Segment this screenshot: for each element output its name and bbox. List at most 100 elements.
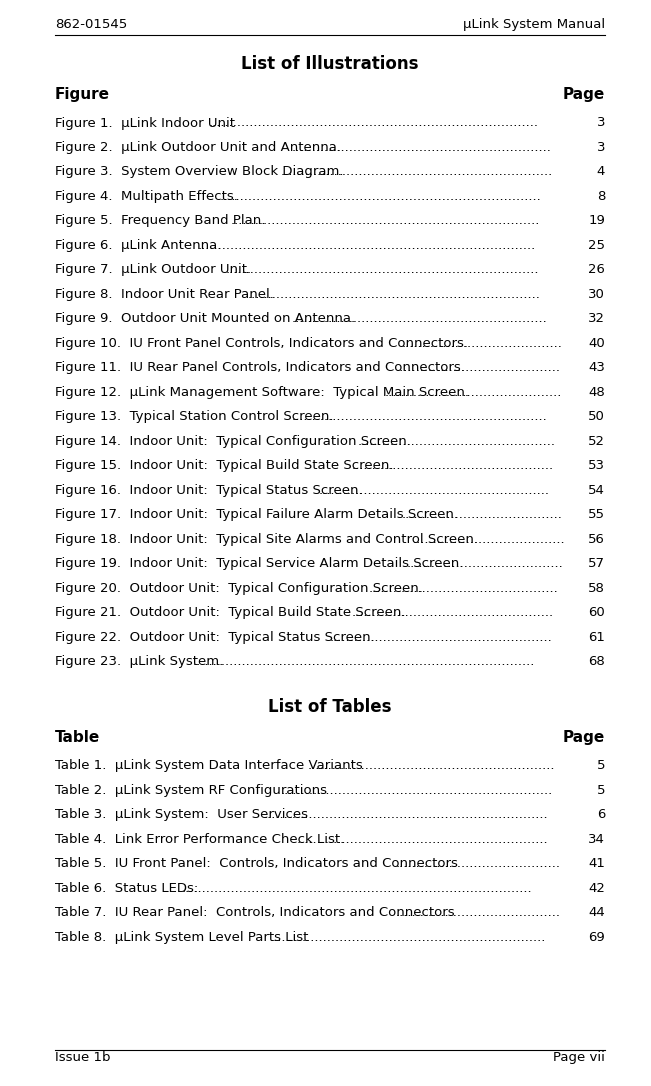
- Text: Figure 17.  Indoor Unit:  Typical Failure Alarm Details Screen.: Figure 17. Indoor Unit: Typical Failure …: [55, 508, 458, 521]
- Text: Figure 3.  System Overview Block Diagram.: Figure 3. System Overview Block Diagram.: [55, 165, 344, 178]
- Text: 4: 4: [596, 165, 605, 178]
- Text: Figure 5.  Frequency Band Plan.: Figure 5. Frequency Band Plan.: [55, 215, 270, 227]
- Text: Figure 18.  Indoor Unit:  Typical Site Alarms and Control Screen.: Figure 18. Indoor Unit: Typical Site Ala…: [55, 533, 478, 546]
- Text: Table 7.  IU Rear Panel:  Controls, Indicators and Connectors: Table 7. IU Rear Panel: Controls, Indica…: [55, 907, 459, 920]
- Text: ..................................................................: ........................................…: [281, 165, 553, 178]
- Text: Table 8.  μLink System Level Parts List: Table 8. μLink System Level Parts List: [55, 931, 309, 944]
- Text: Figure 10.  IU Front Panel Controls, Indicators and Connectors.: Figure 10. IU Front Panel Controls, Indi…: [55, 337, 468, 350]
- Text: Figure 19.  Indoor Unit:  Typical Service Alarm Details Screen.: Figure 19. Indoor Unit: Typical Service …: [55, 557, 467, 570]
- Text: Table 1.  μLink System Data Interface Variants: Table 1. μLink System Data Interface Var…: [55, 759, 363, 772]
- Text: Figure 9.  Outdoor Unit Mounted on Antenna.: Figure 9. Outdoor Unit Mounted on Antenn…: [55, 313, 355, 326]
- Text: 3: 3: [596, 141, 605, 154]
- Text: Figure 13.  Typical Station Control Screen.: Figure 13. Typical Station Control Scree…: [55, 411, 333, 424]
- Text: ........................................................: ........................................…: [319, 484, 550, 497]
- Text: 53: 53: [588, 459, 605, 472]
- Text: Table 5.  IU Front Panel:  Controls, Indicators and Connectors: Table 5. IU Front Panel: Controls, Indic…: [55, 858, 458, 871]
- Text: ......................................: ......................................: [407, 557, 564, 570]
- Text: Figure 4.  Multipath Effects.: Figure 4. Multipath Effects.: [55, 190, 242, 203]
- Text: Table 3.  μLink System:  User Services: Table 3. μLink System: User Services: [55, 808, 308, 821]
- Text: Figure 8.  Indoor Unit Rear Panel.: Figure 8. Indoor Unit Rear Panel.: [55, 288, 278, 301]
- Text: Figure 12.  μLink Management Software:  Typical Main Screen.: Figure 12. μLink Management Software: Ty…: [55, 386, 469, 399]
- Text: List of Illustrations: List of Illustrations: [242, 55, 419, 73]
- Text: 50: 50: [588, 411, 605, 424]
- Text: .....................................................................: ........................................…: [264, 808, 549, 821]
- Text: Figure 15.  Indoor Unit:  Typical Build State Screen.: Figure 15. Indoor Unit: Typical Build St…: [55, 459, 398, 472]
- Text: 68: 68: [589, 656, 605, 669]
- Text: ...........................................: ........................................…: [385, 386, 562, 399]
- Text: 862-01545: 862-01545: [55, 18, 127, 31]
- Text: 32: 32: [588, 313, 605, 326]
- Text: ................................................................................: ........................................…: [198, 239, 536, 252]
- Text: Figure 22.  Outdoor Unit:  Typical Status Screen.: Figure 22. Outdoor Unit: Typical Status …: [55, 631, 379, 644]
- Text: 25: 25: [588, 239, 605, 252]
- Text: 8: 8: [596, 190, 605, 203]
- Text: 55: 55: [588, 508, 605, 521]
- Text: 52: 52: [588, 435, 605, 449]
- Text: Figure: Figure: [55, 87, 110, 102]
- Text: Table: Table: [55, 730, 100, 745]
- Text: 69: 69: [589, 931, 605, 944]
- Text: Figure 14.  Indoor Unit:  Typical Configuration Screen.: Figure 14. Indoor Unit: Typical Configur…: [55, 435, 411, 449]
- Text: List of Tables: List of Tables: [268, 698, 392, 716]
- Text: Figure 6.  μLink Antenna.: Figure 6. μLink Antenna.: [55, 239, 226, 252]
- Text: 40: 40: [589, 337, 605, 350]
- Text: 26: 26: [588, 264, 605, 277]
- Text: 43: 43: [588, 362, 605, 375]
- Text: ..............................................................: ........................................…: [292, 411, 547, 424]
- Text: 5: 5: [596, 759, 605, 772]
- Text: ...........................................................................: ........................................…: [231, 215, 540, 227]
- Text: 5: 5: [596, 784, 605, 797]
- Text: Figure 11.  IU Rear Panel Controls, Indicators and Connectors.: Figure 11. IU Rear Panel Controls, Indic…: [55, 362, 465, 375]
- Text: 34: 34: [588, 833, 605, 846]
- Text: ................................................................................: ........................................…: [182, 882, 532, 895]
- Text: ................................................................................: ........................................…: [209, 116, 539, 129]
- Text: ..................................................................: ........................................…: [281, 784, 553, 797]
- Text: 58: 58: [588, 582, 605, 595]
- Text: ................................................................................: ........................................…: [193, 656, 535, 669]
- Text: ............................................................: ........................................…: [308, 759, 555, 772]
- Text: .......................................................................: ........................................…: [247, 288, 540, 301]
- Text: 56: 56: [588, 533, 605, 546]
- Text: Page vii: Page vii: [553, 1051, 605, 1064]
- Text: ..............................................: ........................................…: [368, 582, 559, 595]
- Text: Figure 1.  μLink Indoor Unit: Figure 1. μLink Indoor Unit: [55, 116, 235, 129]
- Text: 6: 6: [596, 808, 605, 821]
- Text: .................................................: ........................................…: [352, 459, 554, 472]
- Text: ..............................................................................: ........................................…: [220, 190, 542, 203]
- Text: .......................................: .......................................: [402, 508, 562, 521]
- Text: .......................................: .......................................: [402, 337, 562, 350]
- Text: 30: 30: [588, 288, 605, 301]
- Text: Figure 20.  Outdoor Unit:  Typical Configuration Screen.: Figure 20. Outdoor Unit: Typical Configu…: [55, 582, 427, 595]
- Text: ...................................................................: ........................................…: [270, 931, 546, 944]
- Text: Page: Page: [562, 730, 605, 745]
- Text: 41: 41: [588, 858, 605, 871]
- Text: .....................................: .....................................: [413, 533, 565, 546]
- Text: Table 4.  Link Error Performance Check List.: Table 4. Link Error Performance Check Li…: [55, 833, 344, 846]
- Text: .............................................................: ........................................…: [297, 833, 549, 846]
- Text: 42: 42: [588, 882, 605, 895]
- Text: 54: 54: [588, 484, 605, 497]
- Text: Table 6.  Status LEDs:: Table 6. Status LEDs:: [55, 882, 202, 895]
- Text: ................................................: ........................................…: [357, 435, 555, 449]
- Text: ............................................................................: ........................................…: [225, 264, 539, 277]
- Text: 44: 44: [589, 907, 605, 920]
- Text: Page: Page: [562, 87, 605, 102]
- Text: Figure 21.  Outdoor Unit:  Typical Build State Screen.: Figure 21. Outdoor Unit: Typical Build S…: [55, 606, 406, 619]
- Text: Issue 1b: Issue 1b: [55, 1051, 111, 1064]
- Text: 19: 19: [588, 215, 605, 227]
- Text: ........................................: ........................................: [396, 907, 561, 920]
- Text: 3: 3: [596, 116, 605, 129]
- Text: ........................................: ........................................: [396, 858, 561, 871]
- Text: 61: 61: [588, 631, 605, 644]
- Text: ........................................: ........................................: [396, 362, 561, 375]
- Text: μLink System Manual: μLink System Manual: [463, 18, 605, 31]
- Text: 60: 60: [589, 606, 605, 619]
- Text: .................................................: ........................................…: [352, 606, 554, 619]
- Text: Figure 7.  μLink Outdoor Unit.: Figure 7. μLink Outdoor Unit.: [55, 264, 255, 277]
- Text: Figure 23.  μLink System.: Figure 23. μLink System.: [55, 656, 223, 669]
- Text: Table 2.  μLink System RF Configurations: Table 2. μLink System RF Configurations: [55, 784, 331, 797]
- Text: 57: 57: [588, 557, 605, 570]
- Text: ......................................................: ........................................…: [330, 631, 553, 644]
- Text: Figure 16.  Indoor Unit:  Typical Status Screen.: Figure 16. Indoor Unit: Typical Status S…: [55, 484, 363, 497]
- Text: ..............................................................: ........................................…: [292, 313, 547, 326]
